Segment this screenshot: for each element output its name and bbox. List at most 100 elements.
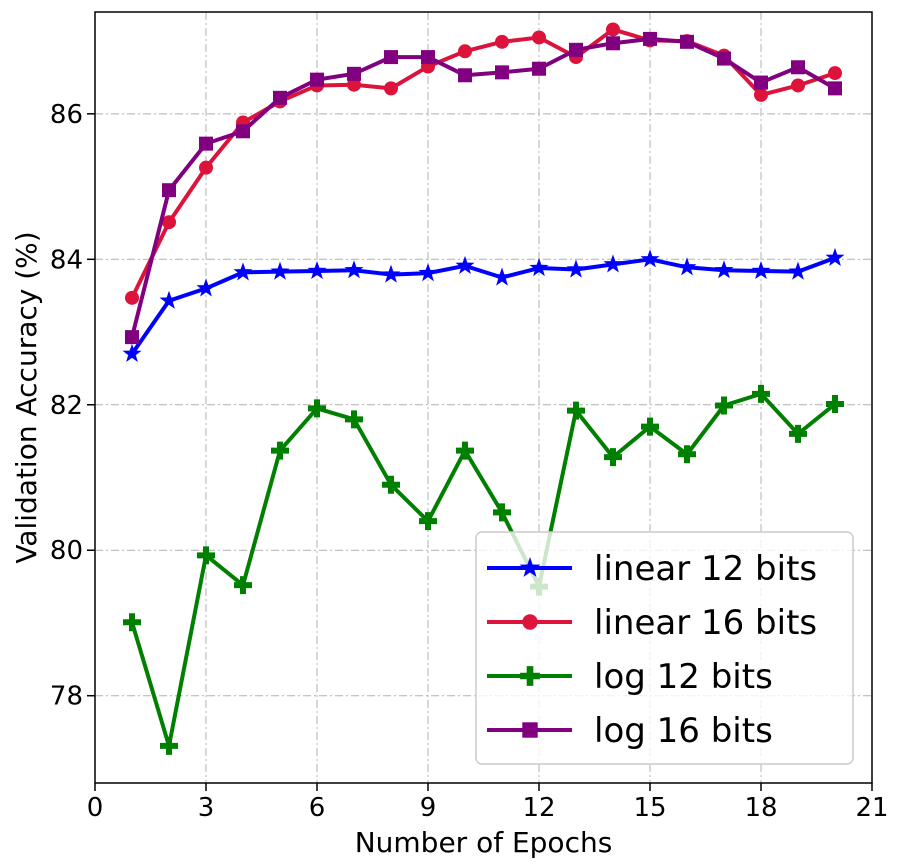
data-point-linear-12-bits: [418, 263, 438, 282]
data-point-log-12-bits: [456, 441, 474, 460]
x-tick-label: 12: [522, 793, 555, 823]
x-tick-label: 3: [198, 793, 215, 823]
x-axis-label: Number of Epochs: [355, 826, 613, 859]
legend-item-linear-12-bits: linear 12 bits: [487, 549, 817, 589]
data-point-log-12-bits: [752, 384, 770, 403]
x-tick-label: 21: [855, 793, 888, 823]
data-point-log-12-bits: [123, 613, 141, 632]
legend-label: log 16 bits: [594, 711, 773, 751]
data-point-log-12-bits: [493, 503, 511, 522]
x-tick-label: 6: [309, 793, 326, 823]
legend-item-log-16-bits: log 16 bits: [487, 711, 773, 751]
data-point-log-16-bits: [310, 72, 324, 87]
grid: [95, 12, 872, 783]
data-point-linear-12-bits: [455, 255, 475, 274]
data-point-linear-12-bits: [751, 260, 771, 280]
data-point-linear-16-bits: [199, 160, 213, 175]
data-point-log-12-bits: [678, 445, 696, 464]
y-tick-label: 86: [50, 100, 83, 130]
data-point-log-16-bits: [273, 90, 287, 105]
legend-item-log-12-bits: log 12 bits: [487, 657, 773, 697]
data-point-log-16-bits: [384, 50, 398, 65]
legend-marker-star: [519, 557, 541, 577]
data-point-linear-12-bits: [344, 260, 364, 279]
data-point-linear-12-bits: [492, 267, 512, 286]
x-tick-label: 18: [744, 793, 777, 823]
data-point-log-12-bits: [826, 395, 844, 414]
data-point-linear-16-bits: [495, 34, 509, 49]
x-tick-label: 0: [87, 793, 104, 823]
legend-item-linear-16-bits: linear 16 bits: [487, 603, 817, 643]
data-point-linear-12-bits: [270, 261, 290, 280]
data-point-linear-12-bits: [714, 260, 734, 279]
series-layer: [122, 22, 845, 755]
y-tick-label: 80: [50, 536, 83, 566]
data-point-log-12-bits: [604, 448, 622, 467]
data-point-log-16-bits: [199, 136, 213, 151]
series-log-16-bits: [125, 31, 842, 345]
data-point-linear-12-bits: [640, 249, 660, 268]
data-point-log-12-bits: [345, 410, 363, 429]
series-line-linear-12-bits: [130, 255, 836, 356]
data-point-linear-16-bits: [532, 30, 546, 45]
data-point-linear-16-bits: [162, 215, 176, 230]
data-point-linear-12-bits: [159, 290, 179, 309]
data-point-linear-16-bits: [754, 87, 768, 102]
data-point-log-12-bits: [567, 401, 585, 420]
legend-label: linear 12 bits: [594, 549, 817, 589]
data-point-log-12-bits: [419, 512, 437, 531]
y-tick-label: 84: [50, 245, 83, 275]
data-point-log-12-bits: [197, 546, 215, 565]
legend-label: linear 16 bits: [594, 603, 817, 643]
data-point-log-16-bits: [458, 68, 472, 83]
plot-frame: [94, 11, 873, 784]
data-point-log-16-bits: [236, 124, 250, 139]
data-point-log-16-bits: [162, 183, 176, 198]
data-point-log-12-bits: [789, 424, 807, 443]
y-tick-label: 78: [50, 682, 83, 712]
data-point-log-12-bits: [715, 396, 733, 415]
data-point-linear-12-bits: [825, 247, 845, 266]
legend: linear 12 bits linear 16 bits log 12 bits l…: [475, 531, 854, 765]
data-point-log-16-bits: [680, 34, 694, 49]
series-line-log-12-bits: [130, 391, 837, 748]
data-point-log-12-bits: [234, 576, 252, 595]
data-point-log-16-bits: [791, 60, 805, 75]
data-point-linear-12-bits: [381, 264, 401, 283]
data-point-linear-16-bits: [828, 66, 842, 81]
data-point-log-12-bits: [271, 441, 289, 460]
series-log-12-bits: [123, 384, 844, 755]
series-linear-12-bits: [122, 247, 845, 362]
y-tick-label: 82: [50, 391, 83, 421]
data-point-linear-12-bits: [788, 261, 808, 280]
data-point-linear-12-bits: [603, 254, 623, 273]
data-point-log-16-bits: [717, 51, 731, 66]
data-point-log-16-bits: [606, 36, 620, 51]
data-point-linear-16-bits: [347, 77, 361, 92]
data-point-linear-16-bits: [791, 78, 805, 93]
legend-box: [475, 531, 854, 765]
legend-marker-circle: [522, 614, 538, 630]
y-axis-label: Validation Accuracy (%): [10, 231, 43, 563]
data-point-linear-12-bits: [529, 258, 549, 277]
legend-marker-plus: [520, 666, 540, 686]
data-point-linear-12-bits: [196, 278, 216, 297]
data-point-log-16-bits: [828, 81, 842, 96]
x-tick-label: 15: [633, 793, 666, 823]
data-point-log-16-bits: [347, 66, 361, 81]
data-point-log-16-bits: [495, 65, 509, 80]
data-point-linear-12-bits: [307, 260, 327, 280]
data-point-log-16-bits: [532, 61, 546, 76]
data-point-linear-12-bits: [677, 257, 697, 276]
data-point-linear-16-bits: [606, 22, 620, 37]
data-point-linear-16-bits: [125, 290, 139, 305]
data-point-linear-16-bits: [384, 81, 398, 96]
data-point-linear-12-bits: [122, 343, 142, 362]
x-tick-label: 9: [420, 793, 437, 823]
data-point-log-16-bits: [569, 42, 583, 57]
data-point-linear-12-bits: [233, 262, 253, 281]
data-point-log-12-bits: [308, 399, 326, 418]
data-point-linear-16-bits: [458, 44, 472, 59]
data-point-log-16-bits: [125, 330, 139, 345]
